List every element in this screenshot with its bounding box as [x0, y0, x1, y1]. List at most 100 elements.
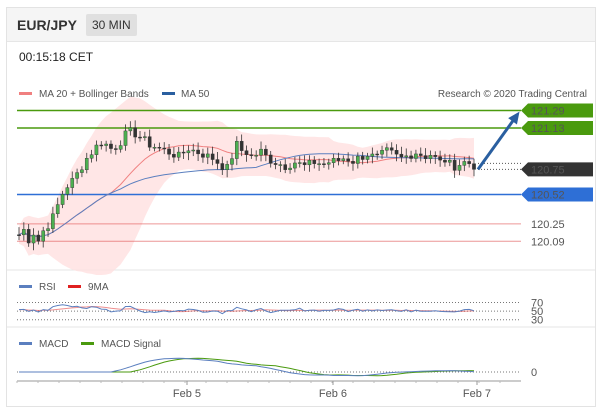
candle — [467, 161, 471, 164]
rsi9ma-legend-swatch — [68, 285, 81, 288]
candle — [65, 187, 70, 195]
level-tag-121.13 — [521, 120, 593, 135]
candle — [399, 153, 404, 158]
candle — [36, 234, 41, 242]
level-tag-120.52 — [521, 187, 593, 202]
candle — [428, 155, 433, 159]
candle — [259, 148, 263, 156]
x-tick-label: Feb 5 — [173, 388, 201, 400]
candle — [201, 153, 205, 158]
level-label-121.13: 121.13 — [531, 123, 565, 135]
candle — [123, 130, 128, 146]
macd-legend-label: MACD — [39, 339, 68, 350]
candle — [133, 127, 137, 138]
candle — [176, 151, 181, 158]
rsi-legend-label: RSI — [39, 282, 56, 293]
candle — [230, 158, 234, 165]
candle — [114, 148, 118, 150]
candle — [297, 162, 302, 164]
timeframe-badge[interactable]: 30 MIN — [86, 14, 137, 36]
candle — [220, 163, 225, 170]
candle — [94, 144, 99, 155]
candle — [268, 154, 273, 164]
macd-line — [19, 357, 475, 377]
candle — [147, 136, 152, 148]
candle — [307, 159, 312, 166]
candle — [356, 155, 360, 164]
candle — [273, 163, 278, 165]
rsi-legend-swatch — [19, 285, 32, 288]
ma20-legend-swatch — [19, 92, 32, 95]
macd-tick-0: 0 — [531, 367, 537, 379]
rsi-tick-50: 50 — [531, 306, 543, 318]
candle — [196, 149, 200, 155]
rsi-line — [18, 304, 475, 315]
candle — [312, 159, 317, 164]
candle — [186, 150, 191, 154]
level-label-120.25: 120.25 — [531, 219, 565, 231]
candle — [70, 178, 75, 188]
candle — [326, 162, 331, 165]
candle — [31, 234, 36, 244]
candle — [51, 213, 55, 229]
candle — [438, 156, 442, 161]
candle — [22, 229, 26, 236]
candle — [128, 127, 133, 132]
candle — [365, 156, 370, 160]
level-label-120.09: 120.09 — [531, 236, 565, 248]
candle — [447, 159, 452, 163]
instrument-title: EUR/JPY — [17, 17, 77, 33]
candle — [167, 148, 171, 155]
candle — [375, 153, 379, 156]
candle — [443, 159, 447, 163]
candle — [370, 153, 375, 157]
macd-signal-legend-swatch — [81, 342, 94, 345]
candle — [457, 165, 462, 171]
rsi-tick-30: 30 — [531, 315, 543, 327]
candle — [89, 154, 94, 159]
candle — [341, 158, 346, 161]
candle — [191, 149, 196, 152]
level-label-120.75: 120.75 — [531, 164, 565, 176]
candle — [99, 144, 104, 147]
candle — [317, 163, 321, 165]
level-label-120.52: 120.52 — [531, 189, 565, 201]
ma50-line — [18, 153, 475, 238]
level-label-121.29: 121.29 — [531, 106, 565, 118]
candle — [215, 159, 220, 164]
level-tag-121.29 — [521, 103, 593, 118]
candle — [104, 143, 108, 146]
candle — [157, 147, 162, 149]
macd-signal-line — [19, 357, 475, 377]
candle — [346, 158, 350, 162]
candle — [278, 164, 283, 166]
candle — [452, 159, 457, 171]
candle — [293, 162, 297, 169]
candle — [351, 161, 355, 164]
candle — [138, 136, 142, 139]
x-axis: Feb 5 Feb 6 Feb 7 — [16, 381, 501, 400]
candle — [46, 228, 50, 231]
level-tag-120.75 — [521, 162, 593, 177]
candle — [109, 143, 113, 149]
rsi-tick-70: 70 — [531, 297, 543, 309]
candle — [143, 136, 147, 138]
forecast-arrow-line — [476, 115, 518, 171]
candle — [288, 167, 292, 170]
candle — [41, 230, 46, 242]
candle — [462, 161, 467, 166]
candle — [80, 169, 84, 173]
candle — [26, 229, 31, 244]
candle — [264, 148, 268, 156]
candle — [380, 150, 384, 155]
macd-legend-swatch — [19, 342, 32, 345]
candle — [389, 147, 394, 151]
candle — [394, 150, 399, 155]
candle — [55, 204, 60, 215]
candle — [385, 147, 389, 151]
ma50-legend-swatch — [162, 92, 175, 95]
candle — [118, 145, 123, 150]
candle — [302, 162, 307, 166]
